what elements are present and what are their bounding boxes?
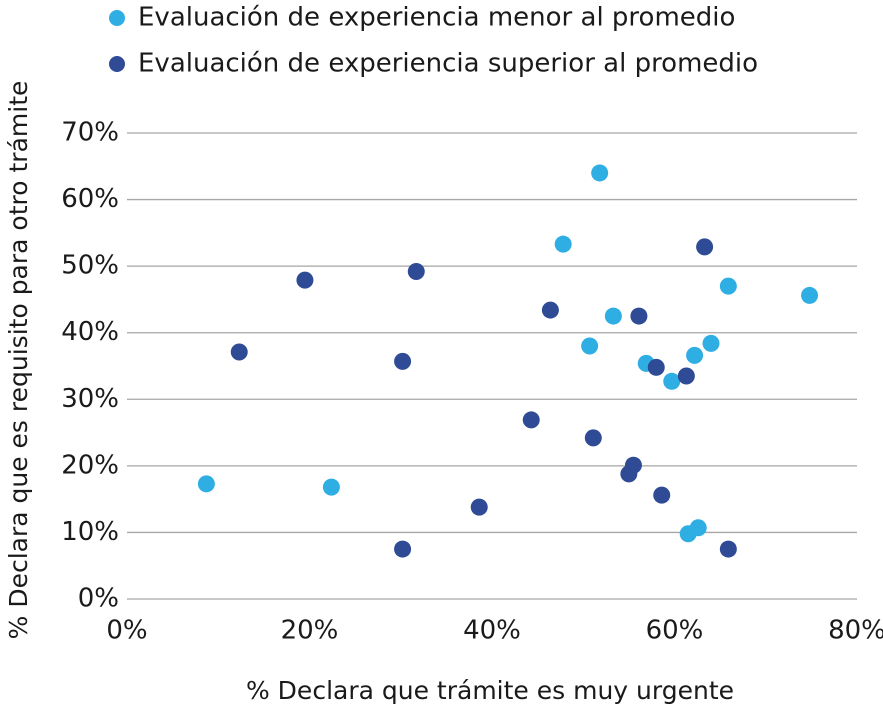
point <box>394 540 412 558</box>
x-tick-label: 40% <box>463 616 521 646</box>
point <box>522 411 540 429</box>
point <box>653 486 671 504</box>
y-tick-label: 70% <box>61 118 119 148</box>
point <box>620 465 638 483</box>
point <box>663 372 681 390</box>
point <box>719 540 737 558</box>
x-tick-label: 60% <box>646 616 704 646</box>
point <box>801 286 819 304</box>
point <box>296 271 314 289</box>
y-tick-label: 10% <box>61 517 119 547</box>
point <box>407 262 425 280</box>
y-tick-label: 60% <box>61 184 119 214</box>
x-tick-label: 0% <box>106 616 147 646</box>
x-tick-label: 80% <box>828 616 883 646</box>
point <box>584 429 602 447</box>
point <box>197 475 215 493</box>
point <box>581 337 599 355</box>
point <box>394 352 412 370</box>
y-axis-label: % Declara que es requisito para otro trá… <box>4 81 33 640</box>
point <box>686 346 704 364</box>
y-tick-label: 30% <box>61 384 119 414</box>
point <box>689 519 707 537</box>
x-axis-label: % Declara que trámite es muy urgente <box>246 676 734 705</box>
y-tick-label: 40% <box>61 317 119 347</box>
point <box>647 358 665 376</box>
y-tick-label: 20% <box>61 450 119 480</box>
point <box>470 498 488 516</box>
point <box>630 307 648 325</box>
legend-label: Evaluación de experiencia menor al prome… <box>138 3 735 33</box>
point <box>604 307 622 325</box>
point <box>677 367 695 385</box>
x-tick-label: 20% <box>281 616 339 646</box>
legend-marker <box>109 56 125 72</box>
legend-label: Evaluación de experiencia superior al pr… <box>138 49 758 79</box>
point <box>719 277 737 295</box>
point <box>591 164 609 182</box>
point <box>696 238 714 256</box>
legend-marker <box>109 10 125 26</box>
point <box>230 343 248 361</box>
point <box>322 478 340 496</box>
point <box>541 301 559 319</box>
y-tick-label: 50% <box>61 251 119 281</box>
point <box>702 334 720 352</box>
point <box>554 235 572 253</box>
y-tick-label: 0% <box>78 584 119 614</box>
